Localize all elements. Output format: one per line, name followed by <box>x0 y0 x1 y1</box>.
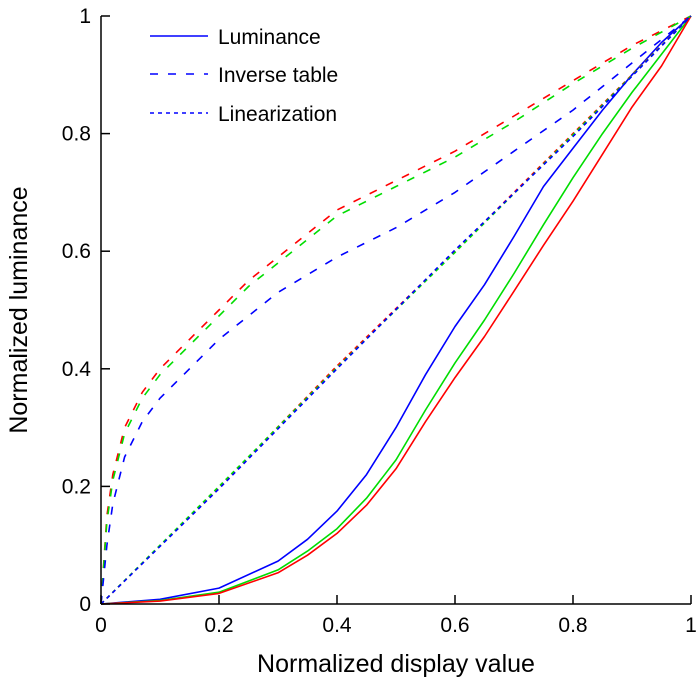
series-luminance-blue <box>100 15 692 605</box>
x-tick-label: 0.4 <box>322 614 352 637</box>
legend-label-luminance: Luminance <box>218 26 321 49</box>
y-tick-label: 0.6 <box>62 240 91 263</box>
series-inverse-table-blue <box>100 15 692 605</box>
x-tick-label: 0 <box>95 614 107 637</box>
series-layer <box>100 15 692 605</box>
y-tick-label: 0.8 <box>62 123 91 146</box>
x-axis-label: Normalized display value <box>257 650 535 678</box>
legend-label-inverse-table: Inverse table <box>218 64 338 87</box>
y-tick-label: 1 <box>79 5 91 28</box>
x-tick-label: 0.2 <box>204 614 233 637</box>
y-tick-label: 0.4 <box>62 358 92 381</box>
ticks-layer: 0 0.2 0.4 0.6 0.8 1 0 0.2 0.4 0.6 0.8 1 <box>62 5 697 637</box>
x-tick-label: 0.6 <box>440 614 469 637</box>
series-luminance-green <box>100 15 692 605</box>
y-tick-label: 0 <box>79 593 91 616</box>
y-axis-label: Normalized luminance <box>5 186 33 433</box>
series-inverse-table-red <box>100 15 692 605</box>
x-tick-label: 1 <box>685 614 697 637</box>
series-inverse-table-green <box>100 15 692 605</box>
series-luminance-red <box>100 15 692 605</box>
legend: Luminance Inverse table Linearization <box>150 26 338 126</box>
y-tick-label: 0.2 <box>62 475 91 498</box>
series-linearization-blue <box>100 15 692 605</box>
x-tick-label: 0.8 <box>558 614 587 637</box>
legend-label-linearization: Linearization <box>218 103 337 126</box>
axes-layer <box>100 16 691 605</box>
